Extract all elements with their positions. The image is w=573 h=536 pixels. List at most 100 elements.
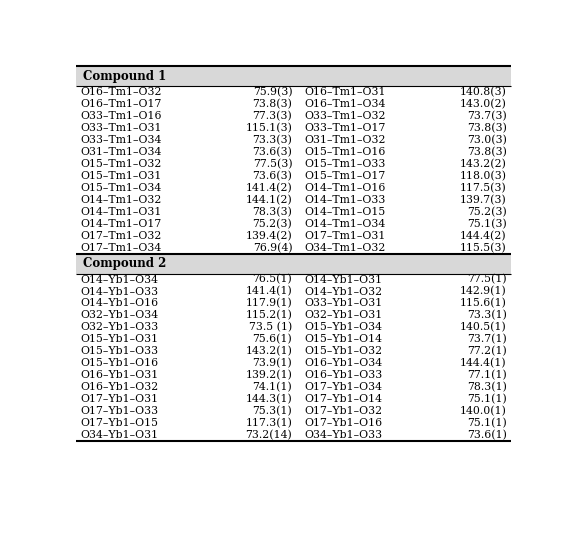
Text: 73.3(1): 73.3(1) [467, 310, 507, 321]
Text: O14–Tm1–O17: O14–Tm1–O17 [80, 219, 162, 229]
Text: O14–Yb1–O16: O14–Yb1–O16 [80, 299, 159, 309]
Text: O32–Yb1–O34: O32–Yb1–O34 [80, 310, 159, 321]
Text: O17–Yb1–O14: O17–Yb1–O14 [305, 394, 383, 404]
Text: 117.9(1): 117.9(1) [246, 299, 292, 309]
Text: 77.2(1): 77.2(1) [467, 346, 507, 356]
Text: O14–Tm1–O34: O14–Tm1–O34 [305, 219, 386, 229]
Text: O17–Yb1–O15: O17–Yb1–O15 [80, 418, 159, 428]
Text: O33–Yb1–O31: O33–Yb1–O31 [305, 299, 383, 309]
Text: O32–Yb1–O33: O32–Yb1–O33 [80, 323, 159, 332]
Text: O16–Tm1–O32: O16–Tm1–O32 [80, 87, 162, 97]
Text: O14–Tm1–O31: O14–Tm1–O31 [80, 207, 162, 217]
Text: 75.6(1): 75.6(1) [253, 334, 292, 345]
Text: 144.4(2): 144.4(2) [460, 230, 507, 241]
Text: O17–Yb1–O32: O17–Yb1–O32 [305, 406, 383, 416]
Text: 73.7(3): 73.7(3) [467, 111, 507, 121]
Text: O17–Yb1–O31: O17–Yb1–O31 [80, 394, 159, 404]
Text: 73.8(3): 73.8(3) [467, 123, 507, 133]
Text: O14–Yb1–O31: O14–Yb1–O31 [305, 274, 383, 285]
Text: O33–Tm1–O31: O33–Tm1–O31 [80, 123, 162, 133]
Text: 75.9(3): 75.9(3) [253, 87, 292, 98]
Text: 73.2(14): 73.2(14) [246, 430, 292, 440]
Text: 78.3(1): 78.3(1) [467, 382, 507, 392]
Text: 117.3(1): 117.3(1) [245, 418, 292, 428]
Text: 75.2(3): 75.2(3) [467, 207, 507, 217]
Text: 75.3(1): 75.3(1) [253, 406, 292, 416]
Text: 77.1(1): 77.1(1) [467, 370, 507, 381]
Text: 76.9(4): 76.9(4) [253, 243, 292, 253]
Text: 140.8(3): 140.8(3) [460, 87, 507, 98]
Text: O17–Yb1–O33: O17–Yb1–O33 [80, 406, 159, 416]
Text: O14–Yb1–O32: O14–Yb1–O32 [305, 287, 383, 296]
Text: 139.4(2): 139.4(2) [246, 230, 292, 241]
Bar [76, 254, 511, 273]
Text: O14–Tm1–O32: O14–Tm1–O32 [80, 195, 162, 205]
Text: 75.2(3): 75.2(3) [253, 219, 292, 229]
Text: 75.1(3): 75.1(3) [467, 219, 507, 229]
Text: 139.7(3): 139.7(3) [460, 195, 507, 205]
Text: 144.1(2): 144.1(2) [246, 195, 292, 205]
Text: 142.9(1): 142.9(1) [460, 286, 507, 297]
Text: O15–Yb1–O32: O15–Yb1–O32 [305, 346, 383, 356]
Text: O31–Tm1–O32: O31–Tm1–O32 [305, 135, 386, 145]
Text: O34–Tm1–O32: O34–Tm1–O32 [305, 243, 386, 253]
Text: O16–Yb1–O32: O16–Yb1–O32 [80, 382, 159, 392]
Text: 73.3(3): 73.3(3) [253, 135, 292, 145]
Text: 73.7(1): 73.7(1) [467, 334, 507, 345]
Text: Compound 2: Compound 2 [83, 257, 166, 270]
Text: 76.5(1): 76.5(1) [253, 274, 292, 285]
Text: O15–Tm1–O34: O15–Tm1–O34 [80, 183, 162, 193]
Text: 117.5(3): 117.5(3) [460, 183, 507, 193]
Text: 118.0(3): 118.0(3) [460, 171, 507, 181]
Text: 144.3(1): 144.3(1) [246, 394, 292, 404]
Text: 140.0(1): 140.0(1) [460, 406, 507, 416]
Text: O16–Yb1–O33: O16–Yb1–O33 [305, 370, 383, 381]
Text: 143.0(2): 143.0(2) [460, 99, 507, 109]
Text: 73.8(3): 73.8(3) [467, 147, 507, 157]
Text: 73.6(3): 73.6(3) [253, 171, 292, 181]
Text: O15–Tm1–O33: O15–Tm1–O33 [305, 159, 386, 169]
Text: O17–Yb1–O34: O17–Yb1–O34 [305, 382, 383, 392]
Text: 74.1(1): 74.1(1) [253, 382, 292, 392]
Text: O16–Yb1–O34: O16–Yb1–O34 [305, 359, 383, 368]
Text: 143.2(2): 143.2(2) [460, 159, 507, 169]
Text: O15–Yb1–O33: O15–Yb1–O33 [80, 346, 159, 356]
Text: 73.5 (1): 73.5 (1) [249, 322, 292, 332]
Text: O17–Yb1–O16: O17–Yb1–O16 [305, 418, 383, 428]
Text: O15–Tm1–O16: O15–Tm1–O16 [305, 147, 386, 157]
Text: O15–Tm1–O17: O15–Tm1–O17 [305, 171, 386, 181]
Text: 73.0(3): 73.0(3) [467, 135, 507, 145]
Text: O15–Tm1–O31: O15–Tm1–O31 [80, 171, 162, 181]
Text: 73.9(1): 73.9(1) [253, 358, 292, 368]
Text: 141.4(1): 141.4(1) [246, 286, 292, 297]
Text: Compound 1: Compound 1 [83, 70, 166, 83]
Text: O33–Tm1–O17: O33–Tm1–O17 [305, 123, 386, 133]
Text: O15–Tm1–O32: O15–Tm1–O32 [80, 159, 162, 169]
Text: O15–Yb1–O14: O15–Yb1–O14 [305, 334, 383, 345]
Text: 75.1(1): 75.1(1) [467, 418, 507, 428]
Text: O16–Yb1–O31: O16–Yb1–O31 [80, 370, 159, 381]
Text: 73.6(1): 73.6(1) [467, 430, 507, 440]
Text: O14–Tm1–O16: O14–Tm1–O16 [305, 183, 386, 193]
Text: O16–Tm1–O17: O16–Tm1–O17 [80, 99, 162, 109]
Text: O17–Tm1–O34: O17–Tm1–O34 [80, 243, 162, 253]
Text: O17–Tm1–O31: O17–Tm1–O31 [305, 231, 386, 241]
Text: O33–Tm1–O16: O33–Tm1–O16 [80, 111, 162, 121]
Text: 78.3(3): 78.3(3) [253, 207, 292, 217]
Text: O14–Tm1–O15: O14–Tm1–O15 [305, 207, 386, 217]
Text: O14–Yb1–O33: O14–Yb1–O33 [80, 287, 159, 296]
Text: O16–Tm1–O34: O16–Tm1–O34 [305, 99, 386, 109]
Text: O33–Tm1–O32: O33–Tm1–O32 [305, 111, 386, 121]
Text: O33–Tm1–O34: O33–Tm1–O34 [80, 135, 162, 145]
Text: O16–Tm1–O31: O16–Tm1–O31 [305, 87, 386, 97]
Bar [76, 66, 511, 86]
Text: 75.1(1): 75.1(1) [467, 394, 507, 404]
Text: O31–Tm1–O34: O31–Tm1–O34 [80, 147, 162, 157]
Text: O32–Yb1–O31: O32–Yb1–O31 [305, 310, 383, 321]
Text: 73.6(3): 73.6(3) [253, 147, 292, 157]
Text: O14–Tm1–O33: O14–Tm1–O33 [305, 195, 386, 205]
Text: 115.5(3): 115.5(3) [460, 243, 507, 253]
Text: 77.5(1): 77.5(1) [467, 274, 507, 285]
Text: 115.1(3): 115.1(3) [245, 123, 292, 133]
Text: 73.8(3): 73.8(3) [253, 99, 292, 109]
